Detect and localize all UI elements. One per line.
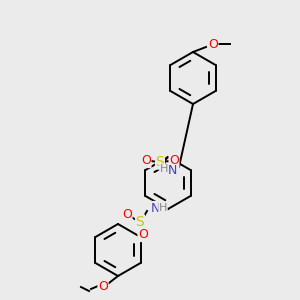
- Text: O: O: [208, 38, 218, 50]
- Text: O: O: [122, 208, 132, 220]
- Text: S: S: [156, 155, 164, 169]
- Text: S: S: [136, 215, 144, 229]
- Text: O: O: [141, 154, 151, 167]
- Text: O: O: [169, 154, 179, 167]
- Text: N: N: [167, 164, 177, 178]
- Text: O: O: [138, 229, 148, 242]
- Text: H: H: [159, 203, 167, 213]
- Text: H: H: [160, 164, 168, 174]
- Text: O: O: [98, 280, 108, 292]
- Text: N: N: [150, 202, 160, 214]
